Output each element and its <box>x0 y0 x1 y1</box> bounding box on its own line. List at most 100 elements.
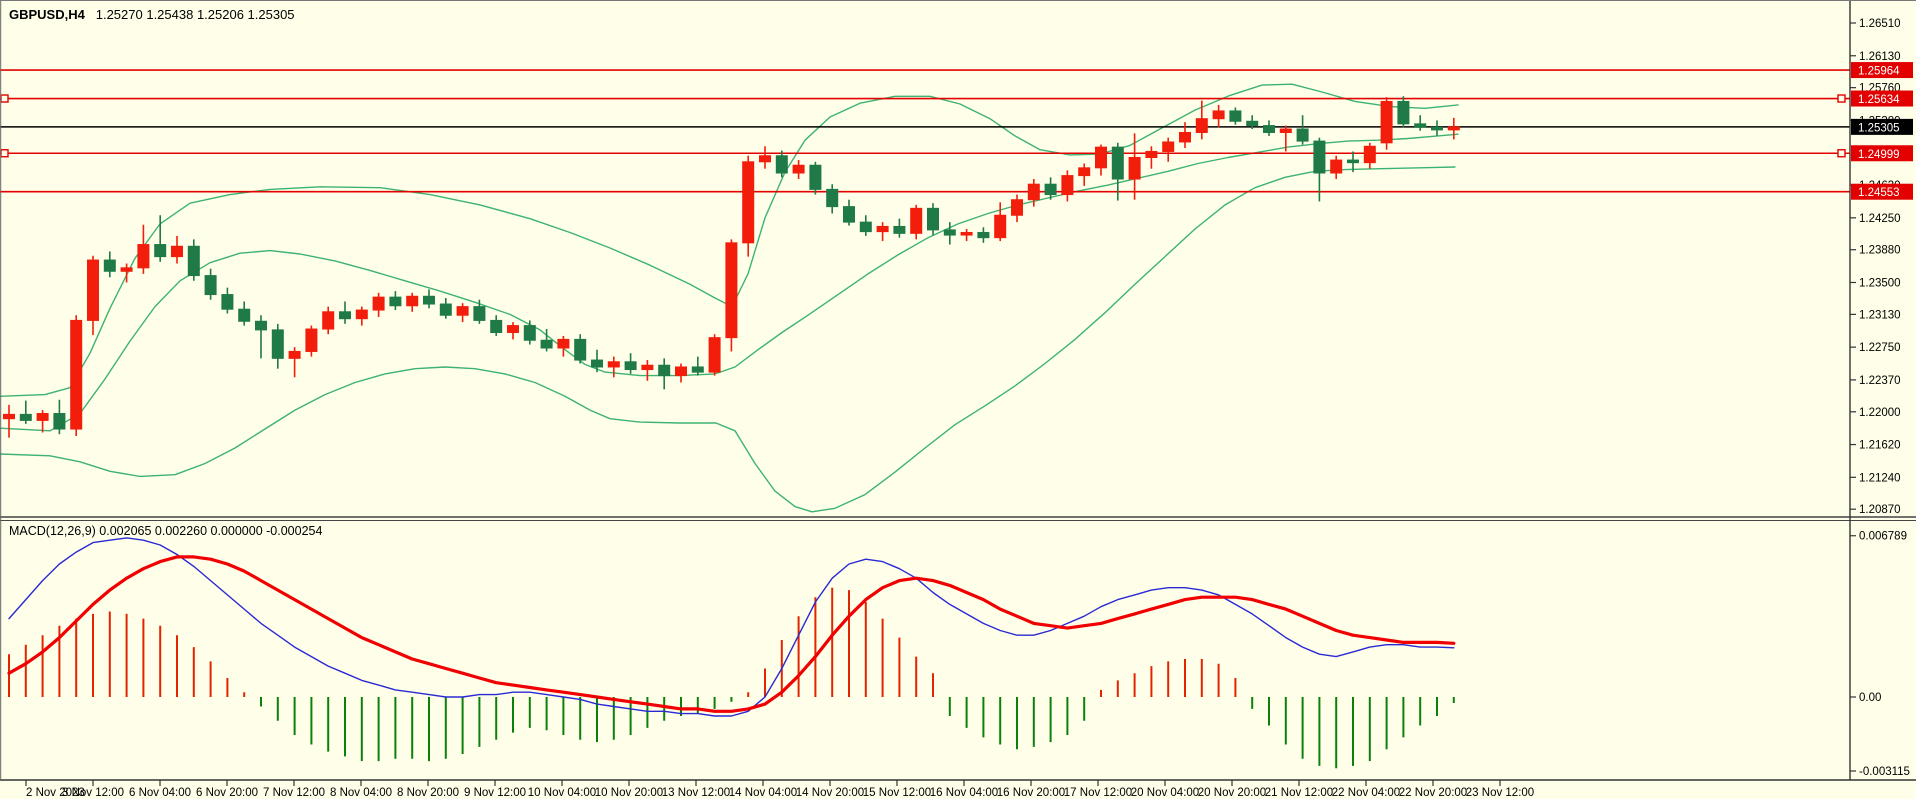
candle-body <box>204 275 217 296</box>
time-tick-label: 15 Nov 12:00 <box>863 787 931 799</box>
price-badge-1.25964 <box>1851 62 1913 79</box>
candle-body <box>574 338 587 361</box>
candle-body <box>1128 156 1141 180</box>
candle-body <box>238 308 251 322</box>
candle-body <box>255 320 267 331</box>
candle-body <box>473 306 486 321</box>
line-handle-right[interactable] <box>1837 94 1846 103</box>
candle-body <box>171 245 183 258</box>
candle-body <box>339 311 351 320</box>
candle-body <box>658 364 671 377</box>
candle-body <box>389 296 402 307</box>
macd-indicator-label: MACD(12,26,9) 0.002065 0.002260 0.000000… <box>9 524 323 538</box>
price-badge-1.25634 <box>1851 90 1913 107</box>
price-tick-label: 1.26130 <box>1859 51 1901 63</box>
candle-body <box>1313 140 1326 174</box>
candle-body <box>607 361 620 368</box>
candle-body <box>641 364 654 371</box>
chart-title: GBPUSD,H4 1.25270 1.25438 1.25206 1.2530… <box>9 7 295 22</box>
macd-main-line <box>8 537 1455 717</box>
candle-body <box>691 366 704 373</box>
time-tick-label: 6 Nov 04:00 <box>129 787 191 799</box>
candle-body <box>977 231 990 239</box>
candle-body <box>439 303 452 316</box>
band-lower-line <box>0 166 1456 513</box>
candle-body <box>725 242 738 339</box>
line-handle-left[interactable] <box>0 94 9 103</box>
macd-tick-label: 0.00 <box>1859 692 1881 704</box>
macd-panel <box>8 587 1455 769</box>
price-tick-label: 1.23880 <box>1859 245 1901 257</box>
candle-body <box>775 155 788 174</box>
candle-body <box>1095 146 1107 169</box>
candle-body <box>1212 110 1225 120</box>
candle-body <box>1397 100 1410 125</box>
candle-body <box>1162 141 1175 152</box>
candle-body <box>1027 183 1040 201</box>
candle-body <box>1179 131 1191 143</box>
price-badge-label: 1.25964 <box>1858 66 1900 78</box>
candle-body <box>187 245 200 277</box>
price-axis: 1.265101.261301.257601.253801.246301.242… <box>1850 18 1913 516</box>
candle-body <box>120 267 133 272</box>
time-tick-label: 2 Nov 2023 <box>26 787 85 799</box>
price-tick-label: 1.26510 <box>1859 18 1901 30</box>
candle-body <box>540 339 553 349</box>
candle-body <box>456 306 469 316</box>
price-badge-1.24999 <box>1851 145 1913 162</box>
price-tick-label: 1.21240 <box>1859 472 1901 484</box>
time-tick-label: 23 Nov 12:00 <box>1466 787 1534 799</box>
candle-body <box>859 221 872 233</box>
price-tick-label: 1.21620 <box>1859 440 1901 452</box>
price-level-lines[interactable] <box>0 69 1850 193</box>
candle-body <box>288 350 301 359</box>
candle-body <box>624 361 637 371</box>
price-tick-label: 1.22000 <box>1859 407 1901 419</box>
candle-body <box>742 161 755 244</box>
time-tick-label: 21 Nov 12:00 <box>1265 787 1333 799</box>
candle-body <box>1431 126 1443 131</box>
candle-body <box>893 225 906 234</box>
time-tick-label: 17 Nov 12:00 <box>1064 787 1132 799</box>
candle-body <box>759 155 771 163</box>
candle-body <box>406 295 419 307</box>
band-middle-line <box>0 133 1459 432</box>
candle-body <box>423 295 435 305</box>
time-tick-label: 14 Nov 20:00 <box>796 787 864 799</box>
candle-body <box>557 338 570 349</box>
candle-body <box>1111 146 1124 180</box>
candle-body <box>1246 120 1259 127</box>
candle-body <box>927 207 939 231</box>
candle-body <box>910 207 923 234</box>
candle-body <box>355 309 368 320</box>
candle-body <box>843 206 855 223</box>
candle-body <box>960 231 973 236</box>
time-tick-label: 14 Nov 04:00 <box>729 787 797 799</box>
candle-body <box>826 188 839 208</box>
candle-body <box>876 225 889 233</box>
band-upper-line <box>0 83 1459 397</box>
candle-body <box>591 359 603 368</box>
time-tick-label: 9 Nov 12:00 <box>464 787 526 799</box>
line-handle-right[interactable] <box>1837 149 1846 158</box>
candle-body <box>943 229 956 236</box>
price-badge-label: 1.25634 <box>1858 94 1900 106</box>
line-handle-left[interactable] <box>0 149 9 158</box>
candle-body <box>1044 183 1057 196</box>
ohlc-values-label: 1.25270 1.25438 1.25206 1.25305 <box>95 7 295 22</box>
candle-body <box>1414 123 1427 128</box>
time-tick-label: 16 Nov 04:00 <box>930 787 998 799</box>
time-tick-label: 20 Nov 04:00 <box>1131 787 1199 799</box>
candle-body <box>53 413 66 430</box>
candle-body <box>3 413 15 420</box>
candle-body <box>221 294 234 310</box>
candle-body <box>271 329 284 359</box>
candlesticks <box>3 96 1460 438</box>
candle-body <box>1011 199 1023 216</box>
macd-tick-label: 0.006789 <box>1859 531 1907 543</box>
price-badge-1.25305 <box>1851 118 1913 135</box>
price-tick-label: 1.22370 <box>1859 375 1901 387</box>
time-tick-label: 16 Nov 20:00 <box>997 787 1065 799</box>
